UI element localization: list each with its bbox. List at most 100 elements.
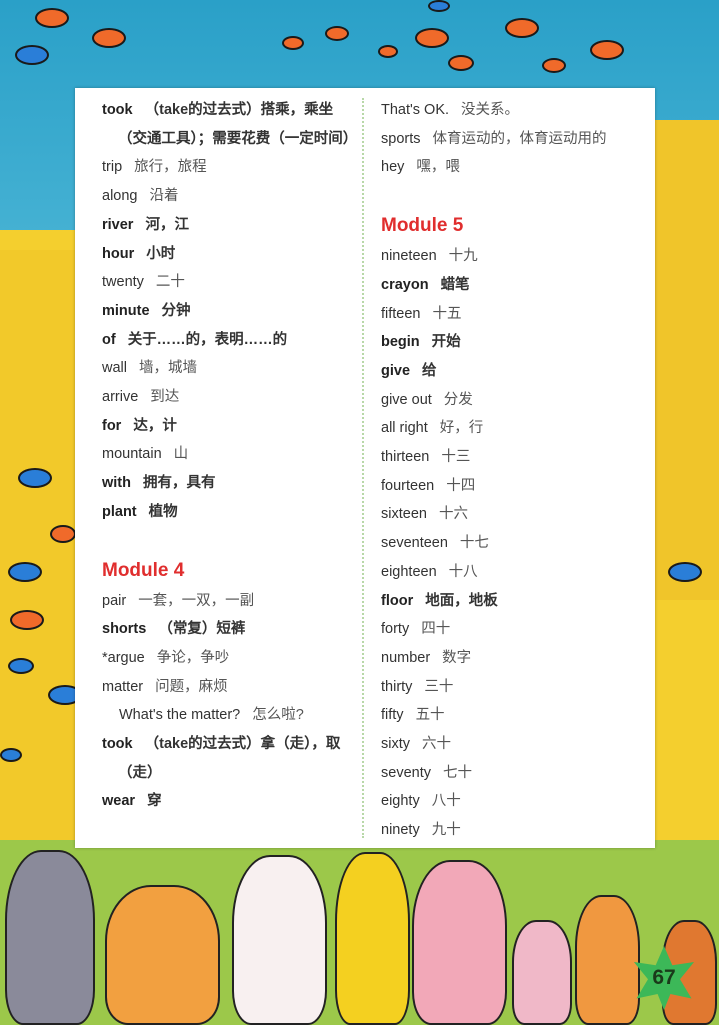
word: seventeen	[381, 535, 448, 552]
meaning: 二十	[155, 274, 185, 291]
meaning: 分钟	[161, 302, 191, 319]
meaning: 蜡笔	[440, 276, 470, 293]
vocab-entry: forty 四十	[381, 615, 641, 644]
word: eighty	[381, 793, 420, 810]
meaning: 开始	[431, 334, 461, 351]
vocab-entry: twenty 二十	[102, 268, 354, 297]
vocab-entry: mountain 山	[102, 440, 354, 469]
meaning: 植物	[148, 503, 178, 520]
vocab-entry: crayon 蜡笔	[381, 271, 641, 300]
word: That's OK.	[381, 102, 450, 118]
vocab-entry: along 沿着	[102, 182, 354, 211]
vocab-entry: fifty 五十	[381, 701, 641, 730]
vocab-entry: give 给	[381, 357, 641, 386]
word: trip	[102, 159, 123, 176]
word: minute	[102, 302, 150, 319]
word: matter	[102, 678, 144, 695]
word: thirty	[381, 678, 413, 695]
meaning: 一套，一双，一副	[138, 592, 255, 609]
meaning: 八十	[431, 793, 461, 810]
meaning: 关于……的，表明……的	[127, 331, 288, 348]
word: river	[102, 216, 134, 233]
vocab-entry: river 河，江	[102, 211, 354, 240]
word: forty	[381, 621, 410, 638]
vocab-entry: fifteen 十五	[381, 300, 641, 329]
word: eighteen	[381, 563, 437, 580]
vocab-entry: give out 分发	[381, 386, 641, 415]
vocab-entry: ninety 九十	[381, 816, 641, 845]
word: sixteen	[381, 506, 427, 523]
meaning: 给	[422, 362, 437, 379]
meaning: 地面，地板	[425, 592, 498, 609]
meaning: 嘿，喂	[416, 159, 460, 176]
meaning: 十八	[448, 563, 478, 580]
word: sports	[381, 130, 421, 147]
vocab-entry: hour 小时	[102, 240, 354, 269]
vocab-entry: nineteen 十九	[381, 242, 641, 271]
meaning: 十七	[459, 535, 489, 552]
vocab-entry: took （take的过去式）拿（走），取（走）	[102, 730, 354, 787]
word: seventy	[381, 764, 431, 781]
meaning: 三十	[424, 678, 454, 695]
meaning: 争论，争吵	[156, 649, 230, 666]
meaning: 怎么啦?	[252, 707, 304, 724]
vocabulary-page: took （take的过去式）搭乘，乘坐（交通工具）；需要花费（一定时间） trip…	[75, 88, 655, 848]
vocab-entry: matter 问题，麻烦	[102, 673, 354, 702]
word: all right	[381, 420, 428, 437]
word: ninety	[381, 822, 420, 839]
word: nineteen	[381, 248, 437, 265]
meaning: 十四	[446, 477, 476, 494]
meaning: 沿着	[149, 188, 179, 205]
page-number: 67	[652, 966, 676, 989]
word: What's the matter?	[119, 707, 241, 724]
meaning: 分发	[443, 391, 473, 408]
meaning: 旅行，旅程	[134, 159, 207, 176]
vocab-entry: shorts （常复）短裤	[102, 615, 354, 644]
word: pair	[102, 592, 127, 609]
vocab-entry: with 拥有，具有	[102, 469, 354, 498]
left-column: took （take的过去式）搭乘，乘坐（交通工具）；需要花费（一定时间） trip…	[102, 96, 357, 816]
word: along	[102, 188, 138, 205]
meaning: 六十	[422, 736, 451, 753]
meaning: 好，行	[439, 420, 484, 437]
word: give out	[381, 391, 432, 408]
module-heading: Module 5	[381, 215, 464, 237]
meaning: 九十	[431, 822, 461, 839]
word: wear	[102, 793, 136, 810]
meaning: （常复）短裤	[158, 621, 246, 638]
vocab-entry: arrive 到达	[102, 383, 354, 412]
vocab-entry: *argue 争论，争吵	[102, 644, 354, 673]
right-tower	[650, 120, 719, 600]
vocab-entry: sports 体育运动的，体育运动用的	[381, 125, 641, 154]
vocab-entry: of 关于……的，表明……的	[102, 326, 354, 355]
meaning: 山	[173, 446, 189, 463]
meaning: 达，计	[133, 417, 177, 434]
vocab-entry: wall 墙，城墙	[102, 354, 354, 383]
word: fifteen	[381, 305, 421, 322]
vocab-entry: sixteen 十六	[381, 500, 641, 529]
vocab-entry: seventeen 十七	[381, 529, 641, 558]
meaning: 河，江	[145, 216, 189, 233]
word: twenty	[102, 274, 144, 291]
vocab-entry: all right 好，行	[381, 414, 641, 443]
vocab-entry: fourteen 十四	[381, 472, 641, 501]
meaning: 十九	[448, 248, 478, 265]
word: for	[102, 417, 122, 434]
word: arrive	[102, 389, 139, 406]
vocab-entry: sixty 六十	[381, 730, 641, 759]
word: shorts	[102, 621, 147, 638]
meaning: 十三	[441, 449, 471, 466]
meaning: 五十	[415, 707, 445, 724]
vocab-entry: eighteen 十八	[381, 558, 641, 587]
cartoon-characters	[0, 850, 719, 1025]
word: floor	[381, 592, 414, 609]
word: fifty	[381, 707, 404, 724]
meaning: 十五	[432, 305, 462, 322]
meaning: 十六	[438, 506, 468, 523]
module-heading: Module 4	[102, 559, 185, 581]
vocab-entry: for 达，计	[102, 412, 354, 441]
vocab-entry: begin 开始	[381, 328, 641, 357]
vocab-entry: eighty 八十	[381, 787, 641, 816]
meaning: 四十	[421, 621, 451, 638]
meaning: 七十	[442, 764, 472, 781]
